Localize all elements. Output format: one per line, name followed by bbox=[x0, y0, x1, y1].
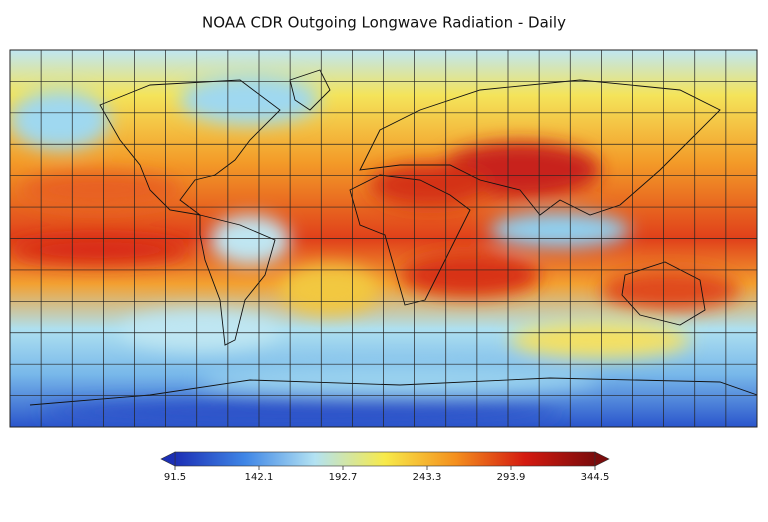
colorbar-tick-label: 91.5 bbox=[164, 472, 186, 483]
colorbar-over bbox=[594, 451, 610, 467]
colorbar-tick-label: 142.1 bbox=[245, 472, 274, 483]
colorbar-under bbox=[160, 451, 176, 467]
map-field bbox=[10, 50, 757, 427]
colorbar-tick-label: 344.5 bbox=[581, 472, 610, 483]
map-title: NOAA CDR Outgoing Longwave Radiation - D… bbox=[202, 14, 566, 32]
colorbar-tick-label: 243.3 bbox=[413, 472, 442, 483]
colorbar-tick-label: 192.7 bbox=[329, 472, 358, 483]
graticule bbox=[10, 50, 757, 427]
colorbar: 91.5 142.1 192.7 243.3 293.9 344.5 bbox=[160, 451, 610, 483]
map-frame bbox=[9, 49, 758, 428]
coastlines bbox=[29, 69, 757, 406]
colorbar-tick-label: 293.9 bbox=[497, 472, 526, 483]
colorbar-gradient bbox=[174, 451, 596, 467]
